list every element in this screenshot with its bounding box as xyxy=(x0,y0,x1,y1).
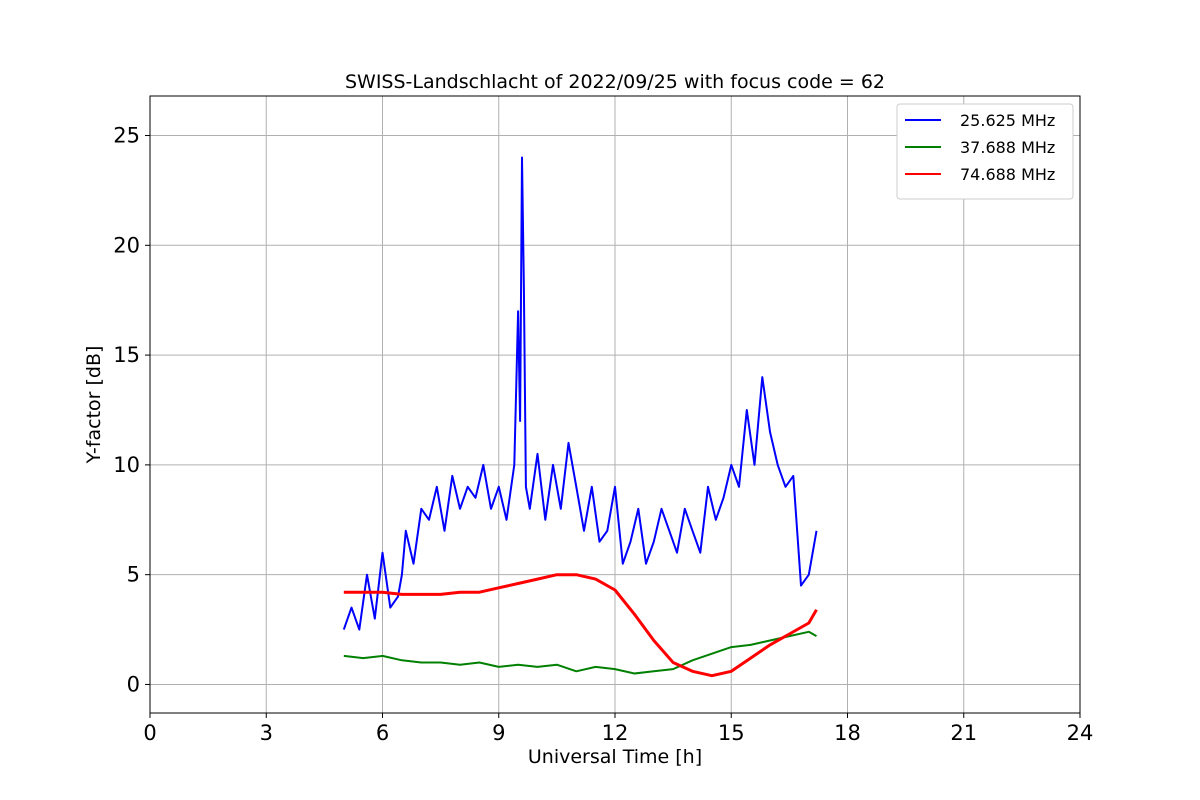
chart-title: SWISS-Landschlacht of 2022/09/25 with fo… xyxy=(345,71,885,93)
x-axis-label: Universal Time [h] xyxy=(528,746,702,768)
y-axis-label: Y-factor [dB] xyxy=(83,346,105,465)
series-line-1 xyxy=(342,156,818,631)
legend-box xyxy=(896,103,1074,200)
x-tick-label: 12 xyxy=(602,721,629,745)
legend-label: 25.625 MHz xyxy=(960,111,1055,130)
x-tick-label: 0 xyxy=(143,721,156,745)
y-tick-label: 0 xyxy=(127,672,140,696)
y-tick-label: 20 xyxy=(113,233,140,257)
x-tick-label: 18 xyxy=(834,721,861,745)
y-tick-label: 25 xyxy=(113,124,140,148)
y-tick-label: 5 xyxy=(127,563,140,587)
x-tick-label: 21 xyxy=(950,721,977,745)
x-tick-label: 15 xyxy=(718,721,745,745)
x-tick-label: 9 xyxy=(492,721,505,745)
legend-label: 37.688 MHz xyxy=(960,138,1055,157)
legend: 25.625 MHz 37.688 MHz 74.688 MHz xyxy=(896,103,1074,200)
series-line-2 xyxy=(343,630,817,675)
y-tick-label: 15 xyxy=(113,343,140,367)
axis-ticks: 0 3 6 9 12 15 18 21 24 0 5 10 15 20 25 xyxy=(113,124,1093,745)
grid-lines xyxy=(149,96,1081,713)
series-layer xyxy=(342,156,818,678)
x-tick-label: 6 xyxy=(376,721,389,745)
x-tick-label: 24 xyxy=(1067,721,1094,745)
y-tick-label: 10 xyxy=(113,453,140,477)
x-tick-label: 3 xyxy=(260,721,273,745)
series-line-3 xyxy=(343,573,818,678)
legend-label: 74.688 MHz xyxy=(960,165,1055,184)
